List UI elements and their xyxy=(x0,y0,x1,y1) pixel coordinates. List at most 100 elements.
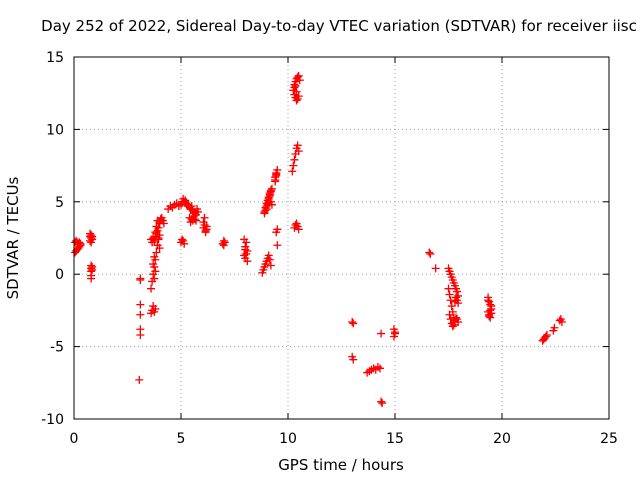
data-point xyxy=(155,231,164,240)
y-tick-label: -5 xyxy=(50,340,64,356)
data-point xyxy=(87,274,96,283)
data-point xyxy=(486,313,495,322)
data-point xyxy=(453,287,462,296)
data-point xyxy=(136,274,145,283)
grid xyxy=(74,57,609,419)
data-point xyxy=(376,364,385,373)
x-tick-label: 0 xyxy=(70,431,79,447)
data-point xyxy=(294,71,303,80)
data-point xyxy=(147,284,156,293)
data-point xyxy=(447,302,456,311)
chart-title: Day 252 of 2022, Sidereal Day-to-day VTE… xyxy=(41,17,637,35)
data-point xyxy=(454,317,463,326)
data-point xyxy=(487,309,496,318)
data-point xyxy=(295,76,304,85)
data-point xyxy=(425,248,434,257)
data-point xyxy=(87,267,96,276)
data-point xyxy=(550,323,559,332)
data-point xyxy=(294,92,303,101)
data-point xyxy=(194,207,203,216)
data-point xyxy=(241,245,250,254)
data-point xyxy=(178,235,187,244)
y-tick-label: 5 xyxy=(55,195,64,211)
data-point xyxy=(151,267,160,276)
data-point xyxy=(349,355,358,364)
x-tick-label: 15 xyxy=(386,431,404,447)
data-point xyxy=(190,215,199,224)
x-axis-title: GPS time / hours xyxy=(278,456,404,474)
data-point xyxy=(265,255,274,264)
axis-ticks xyxy=(73,56,610,420)
data-point xyxy=(294,147,303,156)
y-axis-title: SDTVAR / TECUs xyxy=(4,176,22,299)
data-point xyxy=(449,320,458,329)
x-tick-label: 25 xyxy=(600,431,618,447)
data-point xyxy=(261,206,270,215)
data-point xyxy=(557,317,566,326)
data-point xyxy=(273,241,282,250)
data-point xyxy=(292,96,301,105)
y-tick-label: -10 xyxy=(41,412,64,428)
data-point xyxy=(391,328,399,337)
data-point xyxy=(152,248,161,257)
data-point xyxy=(88,232,97,241)
data-point xyxy=(150,274,159,283)
data-point xyxy=(136,300,145,309)
data-point xyxy=(243,257,252,266)
data-point xyxy=(484,296,493,305)
data-point xyxy=(153,241,162,250)
data-point xyxy=(290,83,299,92)
data-point xyxy=(426,249,435,258)
data-point xyxy=(445,310,454,319)
data-point xyxy=(294,225,303,234)
data-point xyxy=(542,331,551,340)
y-tick-label: 10 xyxy=(46,122,64,138)
data-points xyxy=(71,71,566,408)
x-tick-label: 20 xyxy=(493,431,511,447)
data-point xyxy=(451,313,460,322)
data-point xyxy=(136,331,145,340)
data-point xyxy=(288,167,297,176)
data-point xyxy=(76,239,85,248)
data-point xyxy=(150,236,159,245)
data-point xyxy=(159,219,168,228)
data-point xyxy=(202,225,211,234)
data-point xyxy=(291,81,300,90)
data-point xyxy=(289,161,298,170)
data-point xyxy=(242,249,251,258)
data-point xyxy=(199,218,208,227)
y-tick-label: 0 xyxy=(55,267,64,283)
data-point xyxy=(431,264,440,273)
data-point xyxy=(200,213,209,222)
data-point xyxy=(273,225,282,234)
data-point xyxy=(267,184,276,193)
data-point xyxy=(377,397,386,406)
data-point xyxy=(444,284,453,293)
data-point xyxy=(290,155,299,164)
data-point xyxy=(152,222,161,231)
data-point xyxy=(266,261,275,270)
data-point xyxy=(445,290,454,299)
data-point xyxy=(88,265,97,274)
data-point xyxy=(541,332,550,341)
data-point xyxy=(265,190,274,199)
data-point xyxy=(264,251,273,260)
data-point xyxy=(151,304,160,313)
data-point xyxy=(271,177,280,186)
data-point xyxy=(150,252,159,261)
data-point xyxy=(149,260,158,269)
data-point xyxy=(87,231,96,240)
data-point xyxy=(240,235,249,244)
data-point xyxy=(292,87,301,96)
x-tick-label: 5 xyxy=(177,431,186,447)
x-tick-label: 10 xyxy=(279,431,297,447)
data-point xyxy=(487,302,496,311)
data-point xyxy=(349,319,358,328)
data-point xyxy=(454,299,463,308)
x-tick-labels: 0 5 10 15 20 25 xyxy=(70,431,618,447)
data-point xyxy=(219,241,228,250)
data-point xyxy=(389,332,398,341)
data-point xyxy=(348,317,357,326)
y-tick-label: 15 xyxy=(46,50,64,66)
